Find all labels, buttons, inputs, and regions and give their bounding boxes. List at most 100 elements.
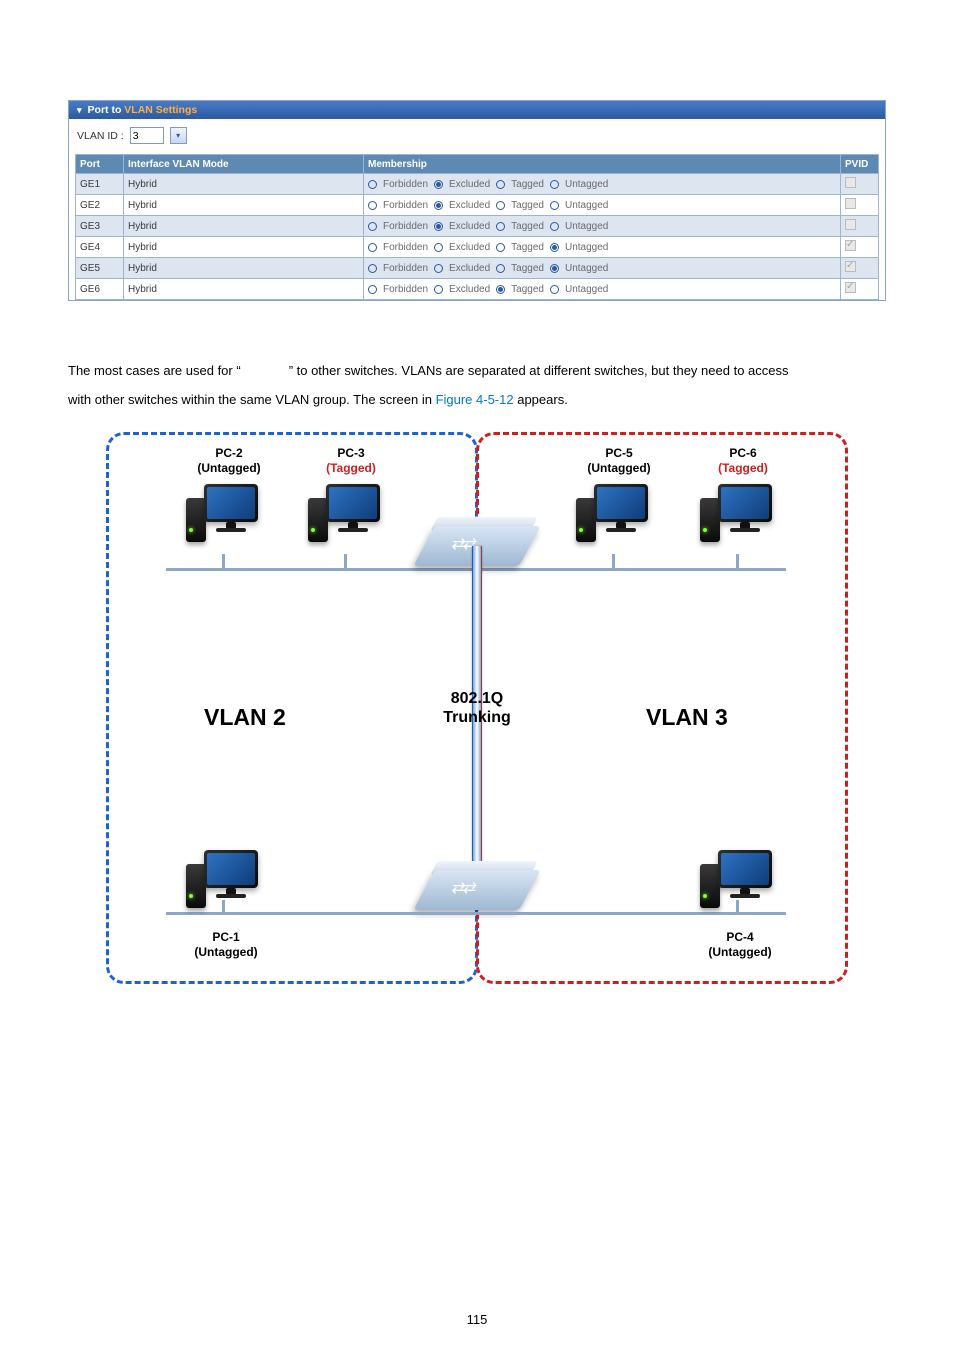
pc5-label: PC-5(Untagged) <box>574 446 664 475</box>
pc4-label: PC-4(Untagged) <box>690 930 790 959</box>
mode-cell: Hybrid <box>124 237 364 258</box>
membership-radio-excluded[interactable] <box>434 243 443 252</box>
membership-label: Untagged <box>565 284 608 295</box>
membership-label: Untagged <box>565 221 608 232</box>
body-line1b: ” to other switches. VLANs are separated… <box>289 363 789 378</box>
membership-label: Forbidden <box>383 263 428 274</box>
table-row: GE1HybridForbiddenExcludedTaggedUntagged <box>76 174 879 195</box>
pvid-checkbox <box>845 177 856 188</box>
port-cell: GE6 <box>76 279 124 300</box>
trunk-label: 802.1QTrunking <box>422 690 532 727</box>
membership-label: Excluded <box>449 179 490 190</box>
port-cell: GE4 <box>76 237 124 258</box>
membership-radio-excluded[interactable] <box>434 201 443 210</box>
mode-cell: Hybrid <box>124 174 364 195</box>
membership-radio-untagged[interactable] <box>550 285 559 294</box>
figure-reference: Figure 4-5-12 <box>436 392 514 407</box>
membership-label: Tagged <box>511 200 544 211</box>
membership-radio-untagged[interactable] <box>550 180 559 189</box>
body-text: The most cases are used for “” to other … <box>68 357 886 414</box>
pvid-cell <box>841 216 879 237</box>
membership-cell: Forbidden Excluded Tagged Untagged <box>364 279 841 300</box>
mode-cell: Hybrid <box>124 195 364 216</box>
vlan-trunking-diagram: PC-2(Untagged) PC-3(Tagged) PC-5(Untagge… <box>106 432 848 992</box>
port-cell: GE3 <box>76 216 124 237</box>
pvid-checkbox <box>845 240 856 251</box>
membership-label: Forbidden <box>383 284 428 295</box>
membership-radio-forbidden[interactable] <box>368 201 377 210</box>
membership-radio-untagged[interactable] <box>550 264 559 273</box>
membership-radio-excluded[interactable] <box>434 264 443 273</box>
membership-label: Untagged <box>565 179 608 190</box>
port-cell: GE1 <box>76 174 124 195</box>
membership-radio-tagged[interactable] <box>496 222 505 231</box>
membership-label: Tagged <box>511 242 544 253</box>
pc2-label: PC-2(Untagged) <box>184 446 274 475</box>
pvid-checkbox <box>845 219 856 230</box>
mode-cell: Hybrid <box>124 258 364 279</box>
vlan-id-row: VLAN ID : ▾ <box>75 125 879 150</box>
membership-radio-untagged[interactable] <box>550 201 559 210</box>
table-row: GE3HybridForbiddenExcludedTaggedUntagged <box>76 216 879 237</box>
body-line2a: with other switches within the same VLAN… <box>68 392 436 407</box>
membership-cell: Forbidden Excluded Tagged Untagged <box>364 216 841 237</box>
pvid-checkbox <box>845 198 856 209</box>
pvid-checkbox <box>845 282 856 293</box>
pvid-cell <box>841 174 879 195</box>
table-row: GE6Hybrid Forbidden Excluded Tagged Untagged <box>76 279 879 300</box>
membership-radio-untagged[interactable] <box>550 222 559 231</box>
membership-radio-excluded[interactable] <box>434 285 443 294</box>
vlan-id-dropdown-button[interactable]: ▾ <box>170 127 187 144</box>
body-line2b: appears. <box>514 392 568 407</box>
col-mem: Membership <box>364 155 841 174</box>
membership-radio-excluded[interactable] <box>434 180 443 189</box>
membership-radio-forbidden[interactable] <box>368 243 377 252</box>
panel-header[interactable]: ▾ Port to VLAN Settings <box>69 101 885 119</box>
pvid-cell <box>841 195 879 216</box>
membership-label: Forbidden <box>383 221 428 232</box>
port-membership-table: Port Interface VLAN Mode Membership PVID… <box>75 154 879 300</box>
membership-label: Tagged <box>511 179 544 190</box>
membership-radio-tagged[interactable] <box>496 285 505 294</box>
page-number: 115 <box>68 1312 886 1327</box>
membership-label: Forbidden <box>383 200 428 211</box>
col-pvid: PVID <box>841 155 879 174</box>
membership-radio-tagged[interactable] <box>496 264 505 273</box>
membership-radio-tagged[interactable] <box>496 201 505 210</box>
pvid-checkbox <box>845 261 856 272</box>
table-row: GE4HybridForbiddenExcludedTaggedUntagged <box>76 237 879 258</box>
membership-radio-forbidden[interactable] <box>368 264 377 273</box>
membership-radio-excluded[interactable] <box>434 222 443 231</box>
membership-radio-forbidden[interactable] <box>368 285 377 294</box>
vlan-id-input[interactable] <box>130 127 164 144</box>
membership-cell: ForbiddenExcludedTaggedUntagged <box>364 258 841 279</box>
port-cell: GE2 <box>76 195 124 216</box>
table-row: GE2HybridForbiddenExcludedTaggedUntagged <box>76 195 879 216</box>
membership-label: Tagged <box>511 221 544 232</box>
membership-cell: ForbiddenExcludedTaggedUntagged <box>364 174 841 195</box>
pvid-cell <box>841 279 879 300</box>
pc6-icon <box>700 484 772 556</box>
membership-label: Excluded <box>449 200 490 211</box>
vlan-id-label: VLAN ID : <box>77 130 124 142</box>
membership-label: Excluded <box>449 284 490 295</box>
port-to-vlan-settings-panel: ▾ Port to VLAN Settings VLAN ID : ▾ Port… <box>68 100 886 301</box>
collapse-icon[interactable]: ▾ <box>77 105 82 116</box>
col-mode: Interface VLAN Mode <box>124 155 364 174</box>
membership-radio-tagged[interactable] <box>496 180 505 189</box>
membership-radio-forbidden[interactable] <box>368 180 377 189</box>
bottom-switch-icon: ⇄⇄ <box>424 870 530 910</box>
mode-cell: Hybrid <box>124 279 364 300</box>
pc1-label: PC-1(Untagged) <box>176 930 276 959</box>
membership-label: Excluded <box>449 221 490 232</box>
pc2-icon <box>186 484 258 556</box>
membership-radio-tagged[interactable] <box>496 243 505 252</box>
membership-label: Tagged <box>511 284 544 295</box>
membership-radio-forbidden[interactable] <box>368 222 377 231</box>
membership-radio-untagged[interactable] <box>550 243 559 252</box>
port-cell: GE5 <box>76 258 124 279</box>
pc6-label: PC-6(Tagged) <box>698 446 788 475</box>
membership-label: Excluded <box>449 242 490 253</box>
table-row: GE5HybridForbiddenExcludedTaggedUntagged <box>76 258 879 279</box>
col-port: Port <box>76 155 124 174</box>
